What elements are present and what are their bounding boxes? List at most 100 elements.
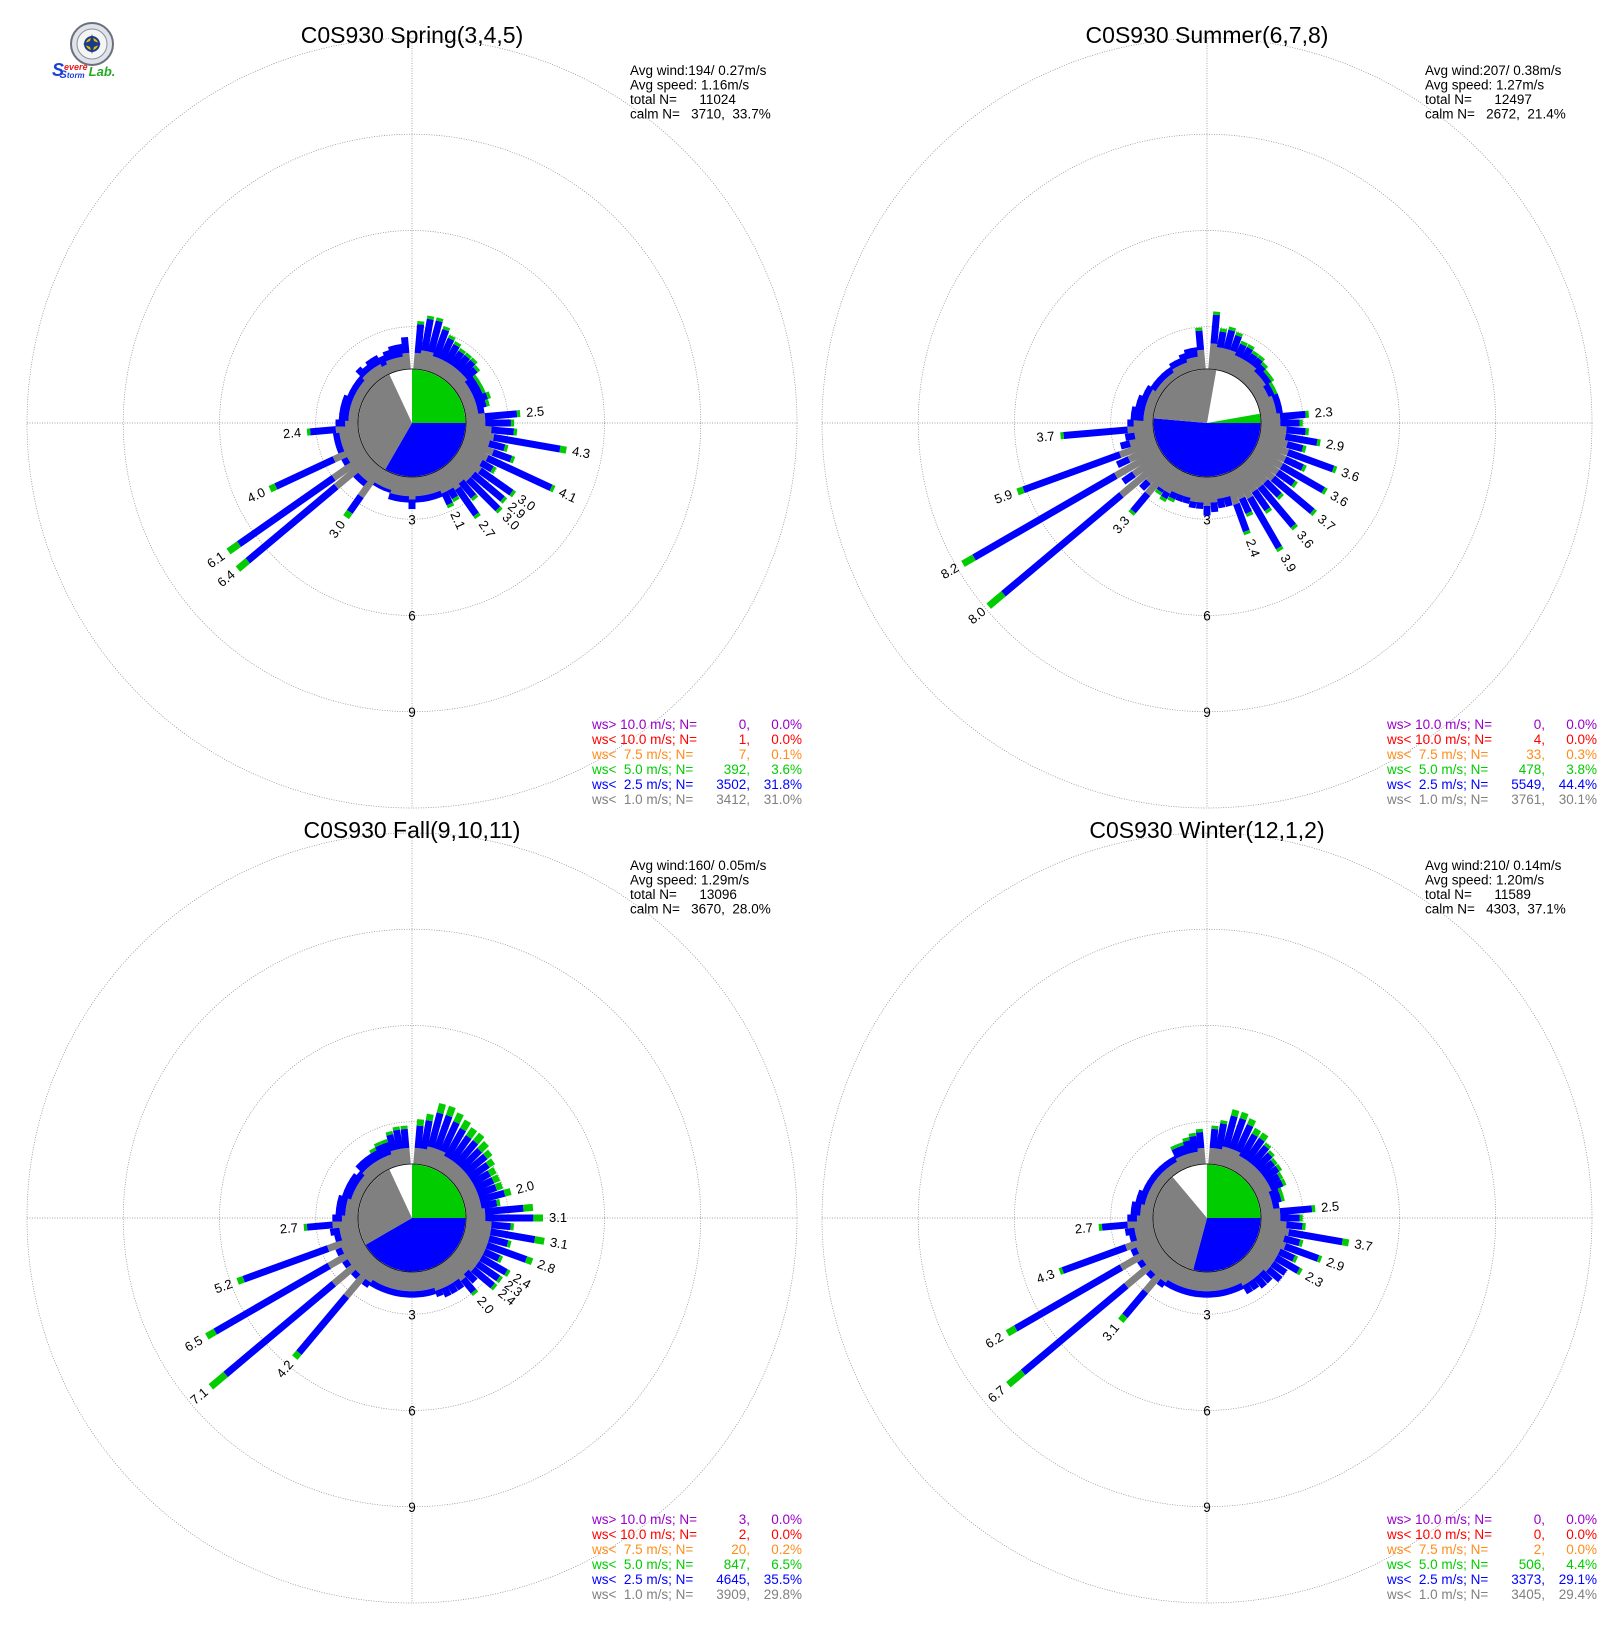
ray-segment-green [510, 419, 515, 427]
ray-segment-green [1230, 1109, 1240, 1118]
wind-ray [1222, 1111, 1249, 1169]
wind-ray [408, 477, 416, 510]
severe-storm-lab-seal-icon [70, 22, 114, 66]
wind-ray [1203, 477, 1211, 516]
ray-value-label-group: 3.0 [326, 517, 349, 540]
ray-segment-gray [1230, 1263, 1249, 1286]
ray-segment-blue [1254, 1152, 1273, 1171]
stat-line: Avg wind:210/ 0.14m/s [1425, 858, 1562, 873]
wind-ray [435, 341, 462, 378]
wind-ray [1130, 412, 1154, 422]
ray-value-label: 3.7 [1036, 428, 1055, 445]
wind-ray [1115, 442, 1160, 468]
legend-entry: ws< 7.5 m/s; N= 2, 0.0% [1386, 1542, 1597, 1557]
ray-segment-blue [1119, 440, 1131, 450]
ray-segment-green [1228, 326, 1236, 332]
legend-entry: ws< 5.0 m/s; N= 847, 6.5% [591, 1557, 802, 1572]
ray-segment-blue [449, 350, 465, 368]
ray-segment-gray [1226, 1150, 1242, 1171]
ray-value-label-group: 2.9 [1325, 436, 1345, 454]
ray-segment-gray [422, 1269, 435, 1290]
ray-segment-blue [460, 1276, 477, 1294]
legend-entry: ws< 10.0 m/s; N= 4, 0.0% [1386, 732, 1597, 747]
ray-segment-gray [457, 1179, 475, 1195]
wind-ray [1145, 1253, 1172, 1280]
ray-segment-green [426, 315, 435, 320]
ray-segment-blue [1014, 1264, 1124, 1332]
ray-segment-gray [1203, 477, 1211, 506]
ray-value-label: 2.0 [474, 1293, 497, 1316]
wind-ray [444, 352, 473, 384]
ray-segment-green [1298, 1239, 1304, 1247]
ray-segment-gray [1156, 1174, 1168, 1186]
wind-ray [365, 1153, 384, 1176]
ring-label: 3 [408, 512, 416, 527]
ray-segment-gray [1242, 1165, 1260, 1183]
ray-segment-gray [461, 438, 495, 456]
ray-segment-green [491, 1174, 501, 1184]
ray-segment-blue [346, 1178, 359, 1190]
ray-value-label: 2.7 [279, 1220, 298, 1237]
wind-ray [1249, 1246, 1288, 1276]
ring-circle [1110, 1121, 1304, 1315]
wind-ray [1254, 442, 1307, 473]
ray-segment-gray [340, 433, 361, 446]
ray-segment-green [1260, 361, 1269, 370]
wind-ray: 3.6 [1256, 438, 1361, 485]
ray-segment-gray [352, 1187, 365, 1199]
ray-value-label-group: 3.1 [549, 1210, 567, 1225]
ray-segment-gray [1230, 357, 1247, 378]
calm-pie-green [412, 1164, 466, 1218]
ray-value-label: 4.1 [556, 484, 579, 505]
ray-segment-blue [1249, 1144, 1270, 1167]
ray-segment-gray [347, 1246, 370, 1265]
ring-label: 6 [408, 609, 416, 624]
ray-segment-blue [1270, 1260, 1288, 1276]
ray-segment-blue [1022, 451, 1122, 494]
ray-value-label: 2.9 [1325, 436, 1345, 454]
ray-segment-blue [420, 1119, 433, 1150]
ring-circle [1014, 1025, 1400, 1411]
ray-segment-gray [435, 468, 454, 491]
ray-segment-blue [480, 1199, 498, 1210]
ray-segment-blue [236, 475, 336, 548]
ray-segment-blue [394, 1289, 403, 1298]
ray-segment-blue [1145, 1269, 1156, 1280]
ray-segment-gray [357, 465, 384, 499]
wind-ray: 3.7 [1246, 455, 1338, 534]
ray-segment-green [472, 1132, 485, 1145]
ray-segment-green [1264, 507, 1273, 514]
ray-segment-gray [1230, 1155, 1246, 1173]
ray-segment-gray [1249, 451, 1280, 476]
ray-segment-gray [447, 370, 465, 388]
ray-segment-gray [1124, 1250, 1168, 1289]
ray-segment-green [306, 428, 311, 436]
ray-segment-blue [334, 1233, 343, 1242]
ray-segment-gray [1259, 428, 1287, 441]
ray-segment-green [504, 1269, 511, 1277]
wind-ray [344, 1183, 365, 1199]
ray-value-label-group: 6.4 [214, 567, 237, 590]
ray-segment-green [1211, 1125, 1219, 1130]
ray-segment-blue [350, 1269, 361, 1280]
wind-ray [1254, 1178, 1287, 1199]
ray-segment-blue [439, 1121, 460, 1154]
wind-ray: 5.9 [992, 438, 1158, 507]
ray-segment-green [534, 1236, 545, 1245]
wind-ray [1217, 1109, 1240, 1167]
wind-ray [373, 1141, 393, 1171]
ray-segment-blue [365, 1153, 377, 1166]
stat-line: total N= 12497 [1425, 92, 1532, 107]
wind-ray [372, 468, 389, 489]
ray-segment-gray [1254, 391, 1270, 404]
ray-segment-blue [388, 492, 397, 501]
ray-value-label-group: 2.3 [1303, 1268, 1326, 1290]
ray-segment-green [1277, 1171, 1284, 1180]
ray-segment-gray [464, 1223, 492, 1236]
ray-segment-gray [1222, 1267, 1236, 1289]
wind-ray [355, 1161, 377, 1183]
ray-segment-green [473, 364, 481, 373]
ray-segment-green [1280, 1178, 1287, 1187]
ray-segment-green [490, 1283, 498, 1291]
ray-segment-gray [1197, 349, 1206, 370]
